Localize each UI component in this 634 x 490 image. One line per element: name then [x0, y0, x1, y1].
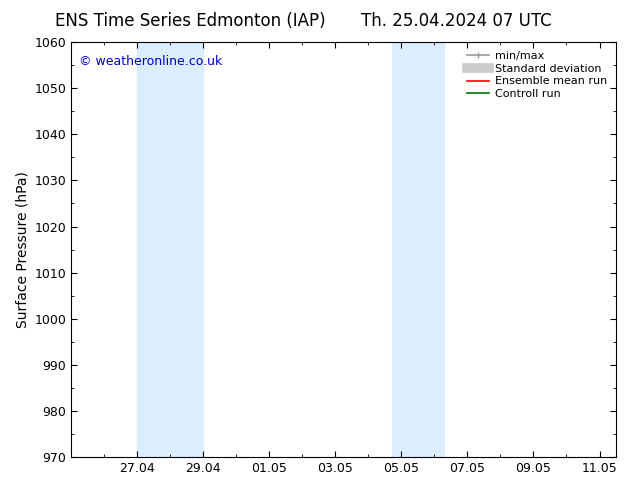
Y-axis label: Surface Pressure (hPa): Surface Pressure (hPa) [15, 171, 29, 328]
Text: © weatheronline.co.uk: © weatheronline.co.uk [79, 54, 223, 68]
Bar [392, 42, 444, 457]
Text: ENS Time Series Edmonton (IAP): ENS Time Series Edmonton (IAP) [55, 12, 325, 30]
Legend: min/max, Standard deviation, Ensemble mean run, Controll run: min/max, Standard deviation, Ensemble me… [463, 48, 611, 102]
Text: Th. 25.04.2024 07 UTC: Th. 25.04.2024 07 UTC [361, 12, 552, 30]
Bar [138, 42, 204, 457]
